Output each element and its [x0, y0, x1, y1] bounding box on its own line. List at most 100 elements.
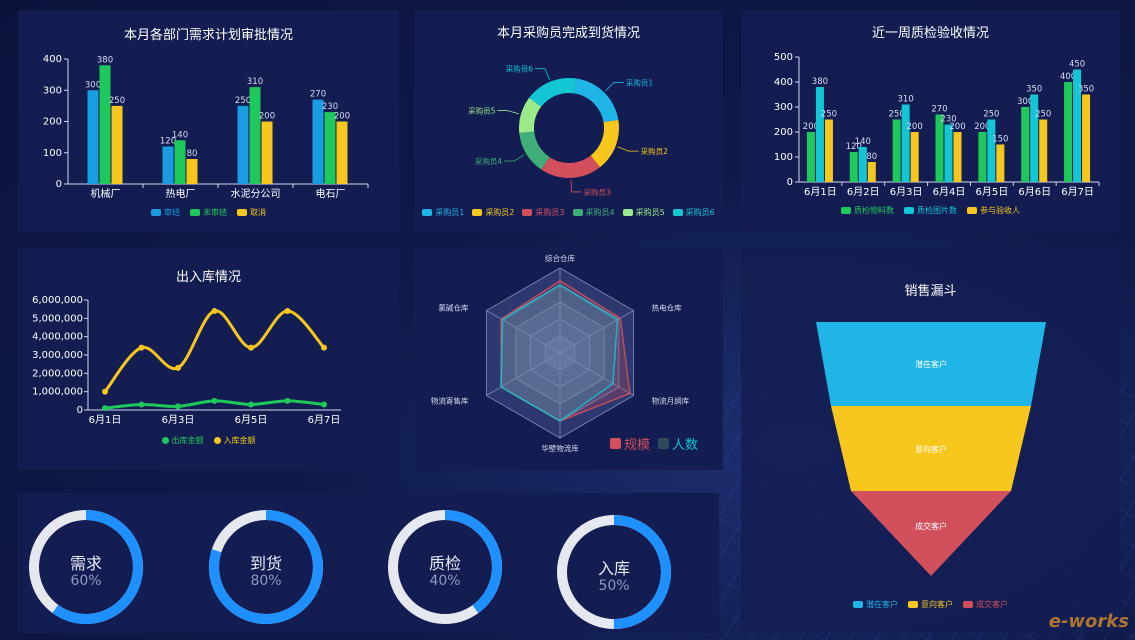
funnel-stage	[831, 406, 1031, 491]
slice-leader-line	[617, 146, 639, 152]
bar	[987, 119, 996, 182]
legend-swatch	[853, 601, 863, 608]
progress-ring-graphic	[388, 510, 502, 624]
funnel-stage-label: 意向客户	[915, 444, 947, 454]
legend: 规模 人数	[610, 434, 698, 453]
bar-value-label: 300	[85, 80, 101, 90]
legend-item[interactable]: 采购员1	[422, 207, 464, 218]
bar-value-label: 200	[907, 122, 923, 132]
legend-item[interactable]: 采购员2	[472, 207, 514, 218]
data-point	[211, 397, 218, 404]
bar-value-label: 140	[855, 137, 871, 147]
bar	[99, 65, 111, 184]
ring-label: 需求	[69, 554, 102, 573]
legend-label: 参与验收人	[980, 206, 1020, 215]
progress-ring-graphic	[209, 510, 323, 624]
legend-item[interactable]: 规模	[610, 434, 650, 453]
pie-slice	[529, 78, 577, 107]
ring-value: 50%	[598, 578, 630, 594]
legend-item[interactable]: 采购员4	[572, 207, 615, 218]
x-tick-label: 6月3日	[162, 414, 195, 426]
y-tick-label: 0	[77, 405, 83, 416]
legend-swatch	[151, 209, 161, 216]
bar	[87, 90, 99, 184]
legend-item[interactable]: 潜在客户	[853, 599, 898, 610]
bar	[892, 119, 901, 182]
bar-value-label: 250	[1035, 110, 1051, 120]
bar-value-label: 230	[940, 115, 956, 125]
legend-item[interactable]: 采购员6	[672, 207, 715, 218]
bar-value-label: 230	[322, 102, 338, 112]
panel-title: 出入库情况	[175, 270, 241, 285]
data-point	[321, 344, 327, 351]
legend-item[interactable]: 入库金额	[213, 435, 256, 446]
bar	[249, 87, 261, 184]
legend-swatch	[672, 209, 683, 216]
legend-item[interactable]: 质检物料数	[841, 205, 894, 216]
x-tick-label: 6月5日	[975, 186, 1008, 198]
panel-title: 销售漏斗	[904, 284, 957, 299]
y-tick-label: 200	[774, 127, 793, 138]
radar-indicator-label: 物流月绸库	[652, 396, 690, 406]
legend-item[interactable]: 成交客户	[963, 599, 1008, 610]
y-tick-label: 400	[774, 77, 793, 88]
bar-value-label: 200	[974, 122, 990, 132]
funnel-stage	[816, 322, 1046, 406]
bar-value-label: 380	[97, 55, 113, 65]
bar-value-label: 140	[172, 130, 188, 140]
bar-value-label: 200	[334, 112, 350, 122]
pie-slice	[590, 119, 619, 168]
bar-value-label: 350	[1078, 85, 1094, 95]
y-tick-label: 5,000,000	[32, 313, 83, 324]
legend-label: 出库金额	[171, 436, 204, 445]
legend-item[interactable]: 采购员3	[522, 207, 565, 218]
radar-axis	[486, 310, 561, 354]
legend-item[interactable]: 取消	[237, 207, 266, 218]
legend-item[interactable]: 质检图片数	[904, 205, 957, 216]
legend-swatch	[904, 207, 914, 214]
bar-value-label: 200	[803, 122, 819, 132]
bar-value-label: 250	[983, 110, 999, 120]
progress-ring-graphic	[557, 515, 671, 629]
slice-leader-line	[504, 154, 525, 162]
legend-label: 采购员4	[585, 208, 615, 217]
legend-label: 人数	[672, 438, 699, 453]
x-tick-label: 6月3日	[890, 186, 923, 198]
bar-value-label: 350	[1026, 85, 1042, 95]
bar	[1073, 69, 1082, 182]
bar	[111, 105, 123, 184]
buyer-delivery-chart: 采购员1 采购员2 采购员3 采购员4 采购员5 采购员6	[468, 64, 668, 197]
slice-label: 采购员3	[583, 187, 610, 197]
bar	[324, 112, 336, 184]
bar-value-label: 120	[846, 142, 862, 152]
legend: 潜在客户 意向客户 成交客户	[741, 599, 1120, 610]
pie-slice	[574, 78, 619, 123]
y-tick-label: 3,000,000	[32, 350, 83, 361]
radar-series-area	[500, 284, 619, 422]
legend-item[interactable]: 采购员5	[622, 207, 665, 218]
ring-progress	[388, 510, 502, 624]
bar	[824, 119, 833, 182]
legend-label: 意向客户	[921, 600, 953, 609]
legend-label: 采购员5	[635, 208, 665, 217]
slice-label: 采购员6	[506, 64, 533, 74]
legend-label: 潜在客户	[866, 600, 898, 609]
legend-item[interactable]: 审结	[151, 207, 180, 218]
legend-label: 取消	[250, 208, 266, 217]
legend-swatch	[658, 438, 670, 449]
legend-item[interactable]: 人数	[658, 434, 698, 453]
y-tick-label: 2,000,000	[32, 368, 83, 379]
bar-value-label: 80	[866, 152, 877, 162]
legend-swatch	[967, 207, 977, 214]
bar	[910, 132, 919, 182]
panel-dept-approval: 本月各部门需求计划审批情况 0 100 200 300 400 机械厂 300 380 250 热…	[18, 10, 399, 232]
legend-item[interactable]: 出库金额	[161, 435, 204, 446]
panel-progress-rings: 需求 60% 到货 80% 质检 40% 入库 50%	[18, 493, 719, 633]
bar	[944, 124, 953, 182]
x-tick-label: 6月5日	[235, 414, 268, 426]
pie-slice	[519, 97, 542, 134]
legend-item[interactable]: 未审结	[190, 207, 227, 218]
progress-ring: 到货 80%	[208, 509, 324, 625]
legend-item[interactable]: 参与验收人	[967, 205, 1020, 216]
legend-item[interactable]: 意向客户	[908, 599, 953, 610]
